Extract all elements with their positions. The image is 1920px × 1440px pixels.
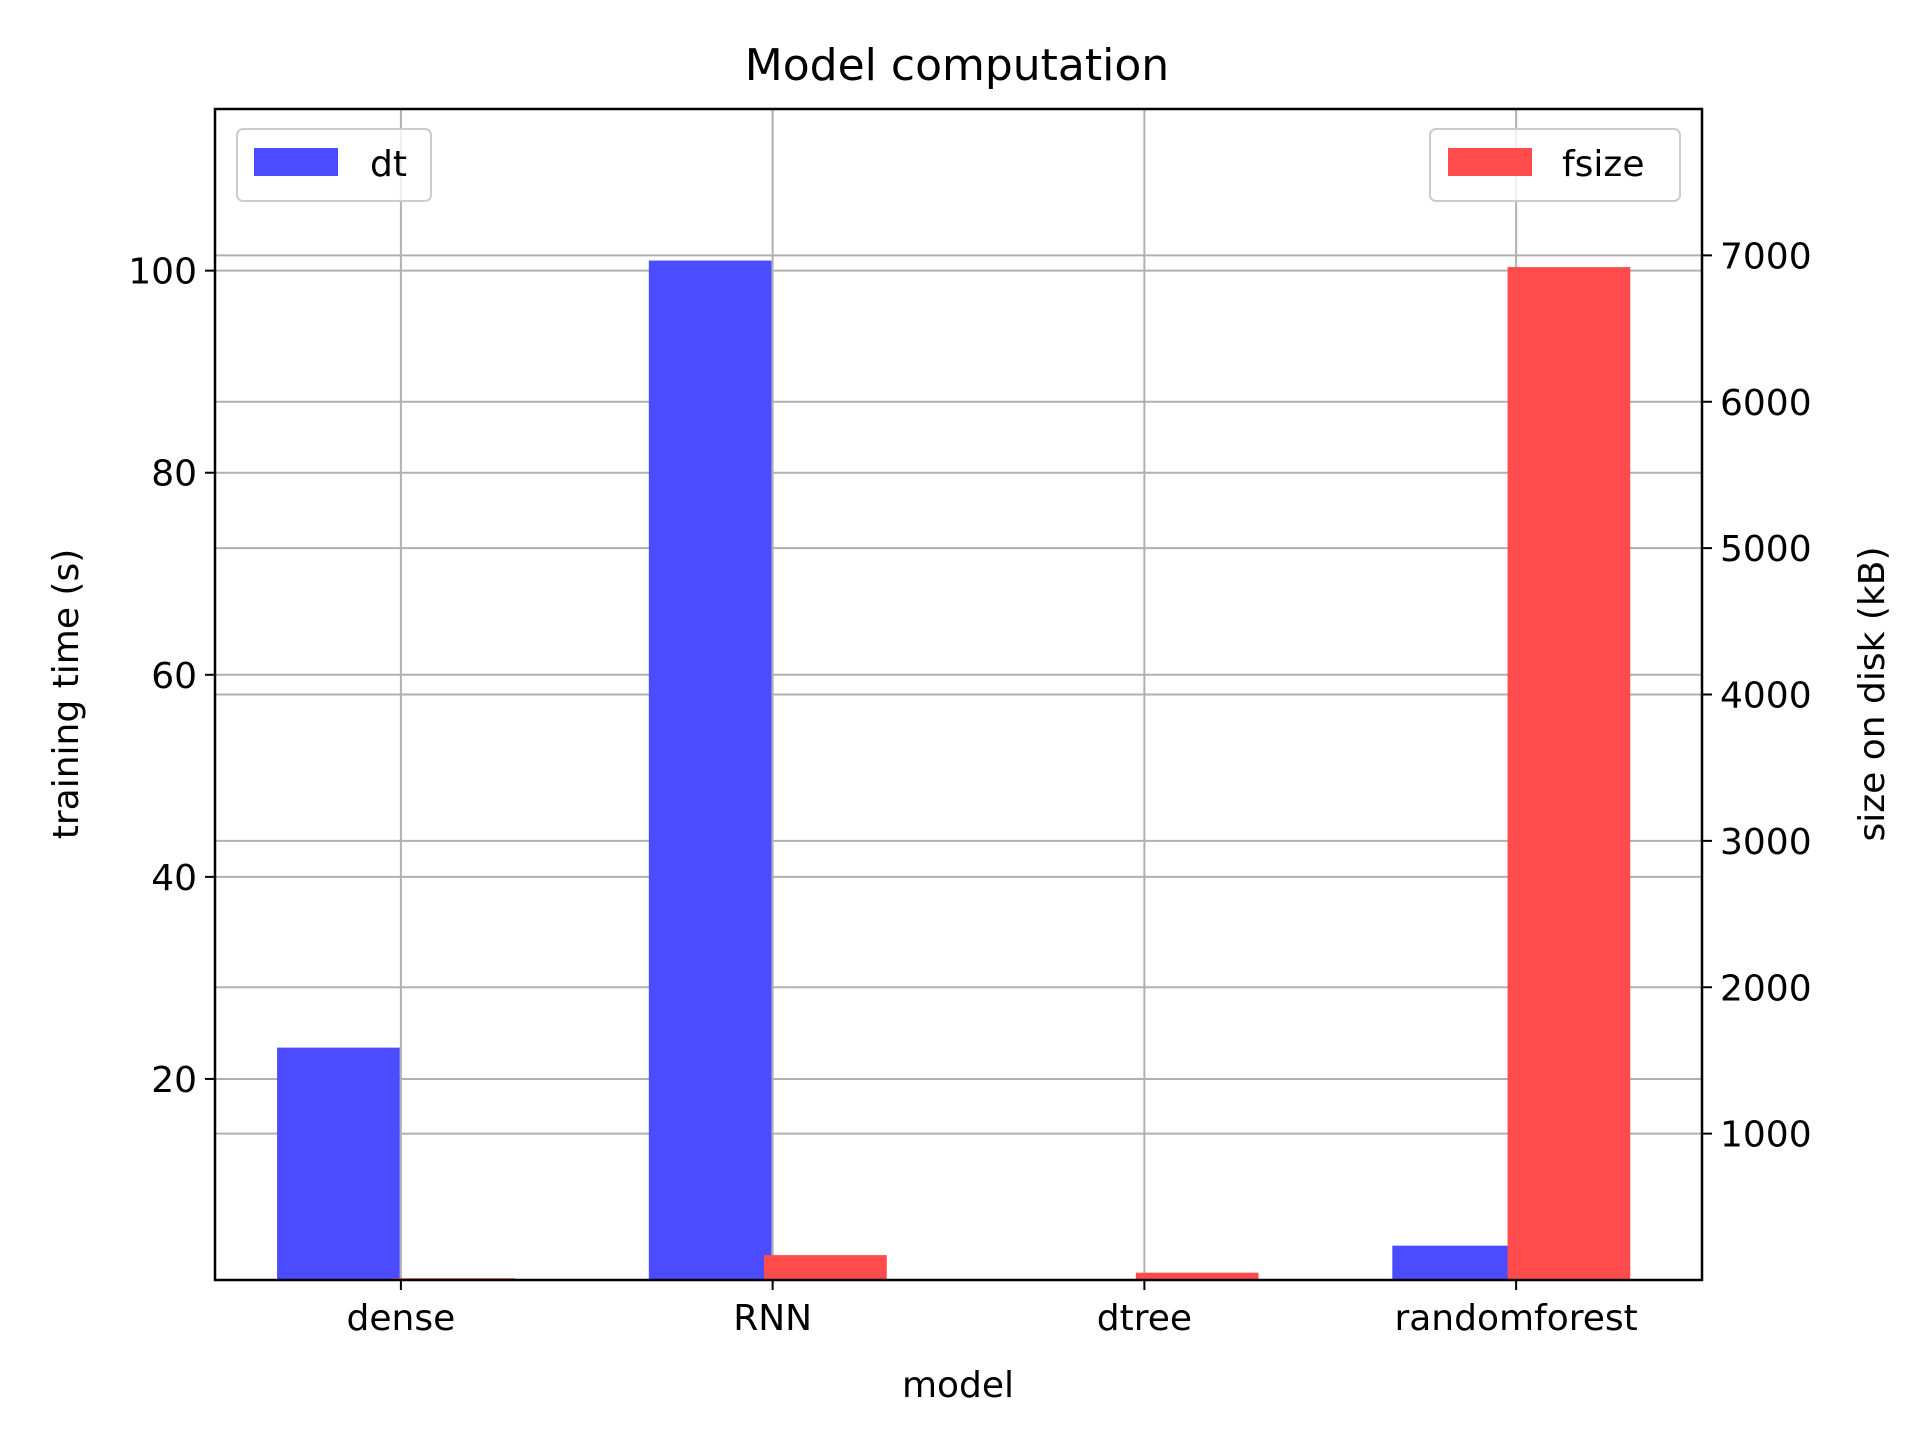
chart-title: Model computation	[745, 40, 1169, 91]
legend-fsize-label: fsize	[1562, 144, 1644, 185]
x-tick-label: randomforest	[1394, 1298, 1637, 1339]
bar-fsize-randomforest	[1507, 267, 1631, 1281]
y-tick-label-left: 40	[151, 858, 197, 899]
legend-fsize: fsize	[1429, 128, 1681, 202]
y-tick-label-right: 3000	[1720, 822, 1812, 863]
y-tick-label-right: 7000	[1720, 236, 1812, 277]
y-tick-label-right: 2000	[1720, 968, 1812, 1009]
legend-fsize-swatch	[1448, 148, 1532, 176]
y-tick-label-right: 1000	[1720, 1115, 1812, 1156]
bar-fsize-RNN	[764, 1255, 887, 1280]
x-tick-label: dense	[347, 1298, 456, 1339]
bar-dt-dense	[277, 1047, 400, 1280]
y-tick-label-right: 5000	[1720, 529, 1812, 570]
bar-dt-RNN	[648, 260, 772, 1280]
legend-fsize-box	[1429, 128, 1681, 202]
legend-dt-label: dt	[370, 144, 407, 185]
y-axis-title-right: size on disk (kB)	[1852, 546, 1893, 841]
y-tick-label-left: 20	[151, 1060, 197, 1101]
bar-dt-randomforest	[1392, 1245, 1516, 1280]
y-tick-label-left: 80	[151, 454, 197, 495]
y-tick-label-left: 60	[151, 656, 197, 697]
bar-fsize-dtree	[1135, 1272, 1259, 1280]
x-axis-title: model	[902, 1365, 1014, 1406]
bars	[277, 260, 1631, 1281]
y-tick-label-right: 4000	[1720, 676, 1812, 717]
grid-lines	[215, 109, 1702, 1280]
legend-dt: dt	[236, 128, 432, 202]
x-tick-label: dtree	[1097, 1298, 1192, 1339]
legend-dt-swatch	[254, 148, 338, 176]
ticks: dense RNN dtree randomforest 20 40 60 80 100 1000…	[128, 236, 1811, 1339]
y-tick-label-left: 100	[128, 252, 197, 293]
y-tick-label-right: 6000	[1720, 383, 1812, 424]
x-tick-label: RNN	[733, 1298, 812, 1339]
y-axis-title-left: training time (s)	[46, 549, 87, 840]
